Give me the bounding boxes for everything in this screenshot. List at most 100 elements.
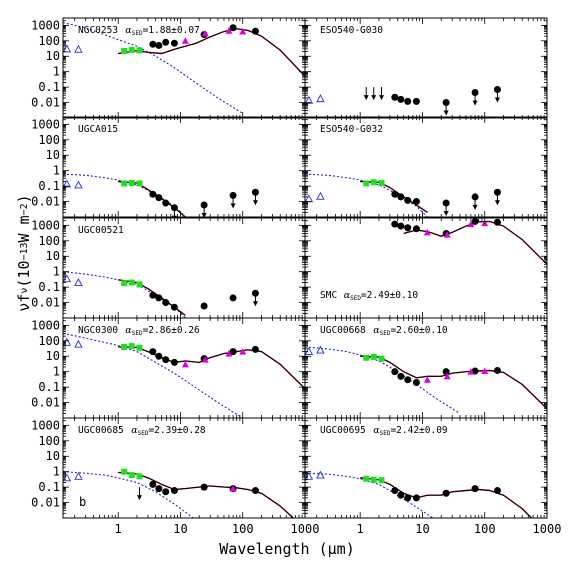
nir-square-point	[370, 476, 377, 483]
uv-triangle-point	[316, 191, 325, 200]
iras-triangle-point	[481, 367, 489, 375]
panel-name: UGC00685	[78, 425, 124, 436]
iras-triangle-point	[467, 368, 475, 375]
ir-circle-point	[200, 483, 208, 491]
upper-limit-arrowhead	[379, 95, 385, 101]
y-tick-label: 0.1	[38, 280, 60, 294]
y-tick-label: 100	[38, 34, 60, 48]
uv-triangle-point	[74, 180, 83, 189]
upper-limit-arrowhead	[230, 203, 236, 209]
upper-limit-arrowhead	[494, 200, 500, 206]
ir-circle-point	[162, 199, 170, 207]
upper-limit-arrowhead	[371, 95, 377, 101]
nir-square-point	[121, 280, 128, 287]
ir-circle-point	[162, 488, 170, 496]
y-tick-label: 1	[53, 365, 60, 379]
ir-circle-point	[170, 358, 178, 366]
ir-circle-point	[162, 356, 170, 364]
panel-name: ESO540-G032	[320, 124, 383, 135]
ir-circle-point	[149, 190, 157, 198]
uv-triangle-point	[316, 94, 325, 103]
ir-circle-point	[397, 372, 405, 380]
uv-triangle-point	[305, 95, 314, 104]
y-tick-label: 0.01	[31, 96, 60, 110]
ir-circle-point	[155, 485, 163, 493]
nir-square-point	[128, 179, 135, 186]
upper-limit-arrowhead	[472, 204, 478, 210]
uv-triangle-point	[74, 278, 83, 286]
ir-circle-point	[493, 366, 501, 374]
uv-triangle-point	[63, 179, 72, 188]
nir-square-point	[363, 354, 370, 361]
upper-limit-arrowhead	[443, 110, 449, 116]
ir-circle-point	[404, 224, 412, 232]
ir-circle-point	[442, 368, 450, 376]
panel-name: UGC00695	[320, 425, 366, 436]
panel-name: UGC00521	[78, 225, 124, 236]
ir-circle-point	[149, 291, 157, 299]
y-tick-label: 10	[46, 349, 60, 363]
nir-square-point	[136, 180, 143, 187]
panel-eso540-g030: ESO540-G030	[304, 17, 548, 119]
upper-limit-arrowhead	[201, 212, 207, 217]
nir-square-point	[136, 281, 143, 288]
y-tick-label: 100	[38, 234, 60, 248]
ir-circle-point	[397, 95, 405, 103]
y-tick-label: 10	[46, 148, 60, 162]
ir-circle-point	[493, 487, 501, 495]
y-tick-label: 0.01	[31, 396, 60, 410]
ir-circle-point	[155, 194, 163, 202]
uv-triangle-point	[74, 339, 83, 348]
ir-circle-point	[404, 376, 412, 384]
x-tick-label: 1	[115, 522, 122, 536]
panel-name: NGC0253	[78, 25, 118, 36]
nir-square-point	[128, 343, 135, 350]
model-sed-line	[360, 355, 547, 410]
panel-name: UGCA015	[78, 124, 118, 135]
nir-square-point	[121, 343, 128, 350]
ir-circle-point	[412, 225, 420, 233]
ir-circle-point	[404, 196, 412, 204]
y-tick-label: 1	[53, 65, 60, 79]
y-tick-label: 0.1	[38, 380, 60, 394]
y-tick-label: 1000	[31, 117, 60, 131]
uv-triangle-point	[305, 194, 314, 203]
panel-eso540-g032: ESO540-G032	[304, 116, 548, 218]
ir-circle-point	[162, 299, 170, 307]
ir-circle-point	[170, 39, 178, 47]
ir-circle-point	[412, 494, 420, 502]
y-tick-label: 1000	[31, 418, 60, 432]
model-sed-line	[118, 181, 186, 217]
x-tick-label: 1	[357, 522, 364, 536]
upper-limit-arrowhead	[472, 100, 478, 106]
nir-square-point	[370, 353, 377, 360]
nir-square-point	[136, 473, 143, 480]
panel-name: NGC0300	[78, 325, 118, 336]
ir-circle-point	[251, 345, 259, 353]
model-sed-line	[118, 471, 294, 518]
nir-square-point	[363, 475, 370, 482]
iras-triangle-point	[239, 28, 247, 35]
iras-triangle-point	[423, 228, 431, 236]
x-tick-label: 100	[474, 522, 496, 536]
ir-circle-point	[229, 24, 237, 32]
panel-alpha: αSED=2.39±0.28	[131, 425, 206, 437]
nir-square-point	[136, 344, 143, 351]
ir-circle-point	[493, 218, 501, 226]
nir-square-point	[378, 355, 385, 362]
upper-limit-arrowhead	[494, 97, 500, 103]
ir-circle-point	[397, 222, 405, 230]
nir-square-point	[128, 46, 135, 53]
ir-circle-point	[149, 40, 157, 48]
nir-square-point	[136, 47, 143, 54]
iras-triangle-point	[239, 348, 247, 355]
model-sed-red	[360, 477, 533, 518]
y-tick-label: 10	[46, 49, 60, 63]
panel-smc: SMC αSED=2.49±0.10	[304, 217, 548, 319]
ir-circle-point	[404, 494, 412, 502]
y-tick-label: 0.01	[31, 496, 60, 510]
y-tick-label: 100	[38, 133, 60, 147]
ir-circle-point	[155, 294, 163, 302]
